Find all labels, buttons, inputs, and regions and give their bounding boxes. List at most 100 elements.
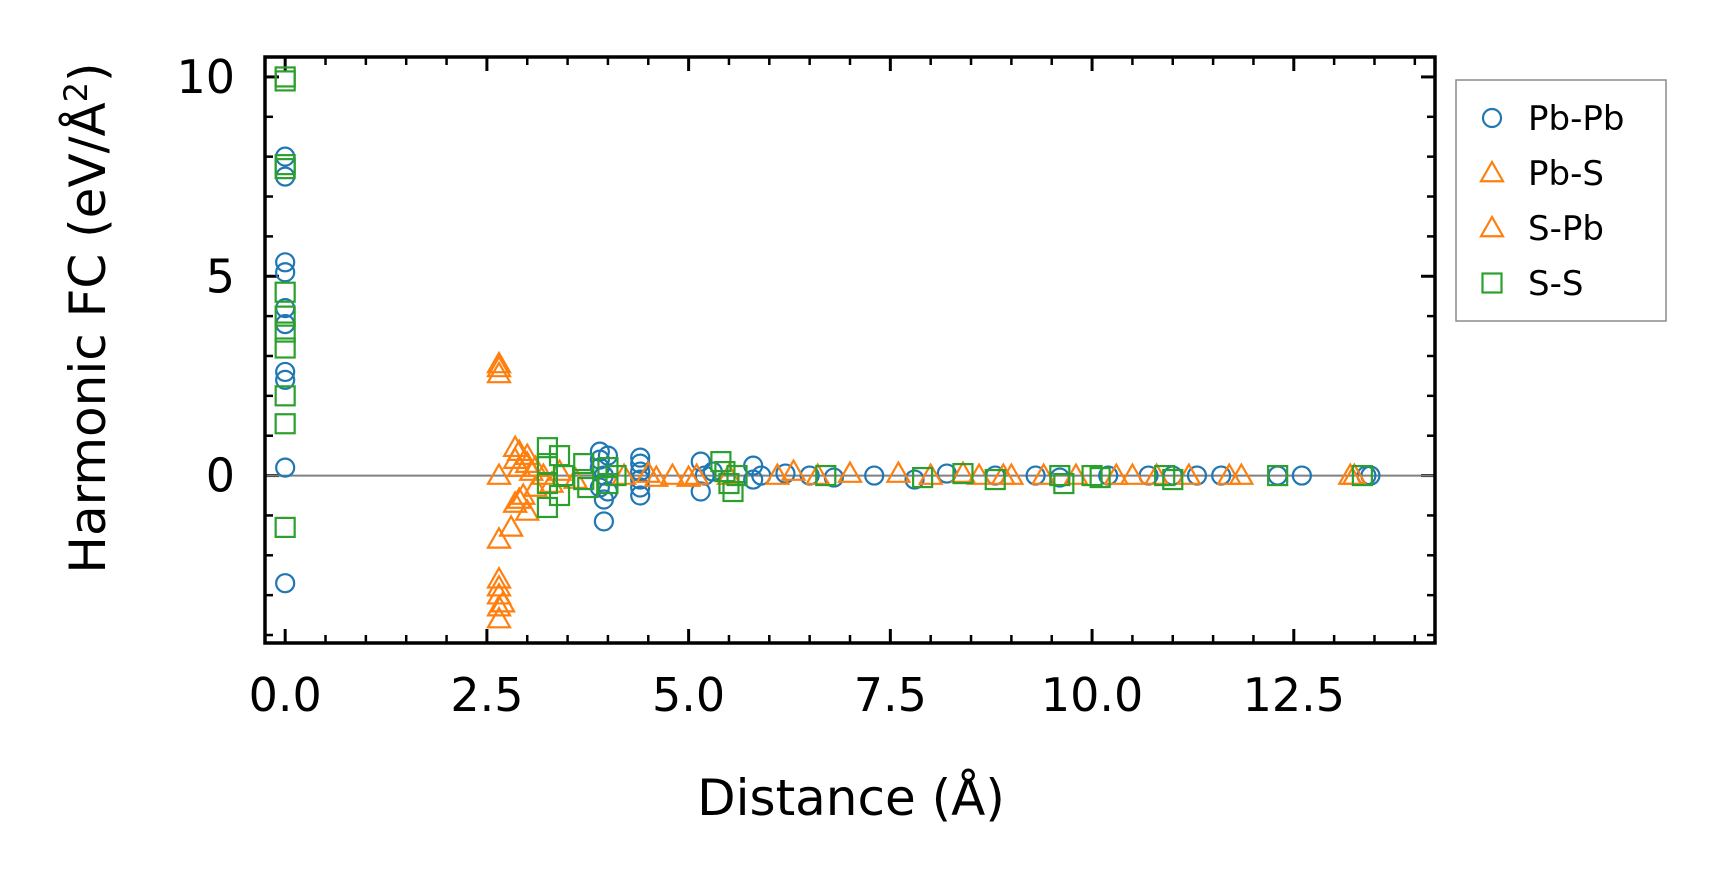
point-s-s (274, 413, 296, 435)
point-s-s (274, 385, 296, 407)
point-s-s (274, 321, 296, 343)
point-s-pb (506, 486, 533, 509)
point-s-s (605, 464, 627, 487)
point-pb-pb (593, 511, 614, 532)
point-s-pb (643, 464, 670, 487)
point-pb-pb (864, 465, 885, 486)
point-pb-s (514, 498, 541, 521)
point-pb-s (510, 482, 537, 505)
point-s-pb (486, 354, 512, 378)
y-tick-label: 10 (176, 50, 235, 104)
x-tick-label: 12.5 (1243, 668, 1345, 722)
point-s-s (573, 468, 595, 491)
point-s-s (1089, 466, 1111, 489)
point-pb-s (1030, 462, 1057, 485)
point-pb-pb (275, 262, 296, 283)
point-pb-s (486, 462, 512, 485)
point-pb-pb (275, 573, 296, 594)
point-s-s (274, 305, 296, 327)
series-s-s (274, 66, 1373, 538)
point-pb-s (780, 458, 807, 481)
point-pb-pb (630, 461, 651, 482)
point-s-s (274, 337, 296, 359)
point-s-pb (1216, 462, 1243, 485)
point-pb-s (486, 605, 512, 629)
point-pb-pb (630, 485, 651, 506)
point-s-pb (522, 454, 549, 477)
point-s-s (573, 453, 595, 475)
point-s-pb (514, 442, 541, 465)
point-s-s (597, 456, 619, 479)
y-axis-label: Harmonic FC (eV/Å2) (57, 62, 117, 573)
point-s-s (1049, 464, 1071, 487)
point-pb-s (950, 460, 976, 483)
point-s-s (274, 70, 296, 92)
point-s-s (577, 476, 599, 499)
legend-marker-s-pb (1479, 214, 1505, 238)
point-pb-s (522, 474, 549, 497)
point-pb-s (506, 454, 533, 477)
point-s-s (1267, 464, 1289, 487)
point-pb-s (518, 458, 545, 481)
point-pb-pb (775, 463, 796, 484)
point-s-s (597, 472, 619, 495)
point-s-s (536, 496, 559, 519)
point-s-s (536, 437, 559, 459)
point-pb-pb (275, 252, 296, 273)
point-s-s (984, 468, 1006, 491)
point-pb-s (502, 434, 529, 458)
y-axis-label-main: Harmonic FC (eV/Å (59, 102, 117, 573)
y-axis-label-close: ) (59, 62, 117, 82)
point-s-pb (966, 462, 992, 485)
y-axis-label-superscript: 2 (57, 82, 95, 102)
x-axis-label: Distance (Å) (697, 769, 1005, 827)
x-tick-label: 0.0 (249, 668, 322, 722)
point-pb-pb (597, 445, 619, 466)
point-s-pb (1119, 462, 1146, 485)
point-s-s (1162, 468, 1184, 491)
point-s-s (274, 281, 296, 303)
point-s-pb (998, 462, 1025, 485)
x-tick-label: 2.5 (450, 668, 523, 722)
point-pb-s (498, 514, 524, 537)
legend-marker-pb-s (1479, 159, 1505, 183)
legend-box (1455, 79, 1667, 322)
point-s-pb (683, 462, 710, 485)
point-s-s (1081, 464, 1103, 487)
point-pb-s (486, 350, 512, 374)
point-pb-s (486, 526, 512, 549)
y-tick-label: 0 (206, 449, 235, 503)
point-pb-pb (1291, 465, 1312, 486)
point-pb-pb (630, 447, 651, 468)
point-pb-s (486, 593, 512, 617)
point-s-s (815, 464, 837, 487)
x-tick-label: 10.0 (1041, 668, 1143, 722)
point-pb-s (917, 462, 944, 485)
point-pb-s (659, 462, 686, 485)
point-s-s (952, 462, 974, 485)
legend-marker-pb-pb (1481, 107, 1503, 129)
point-s-pb (486, 573, 512, 597)
x-tick-label: 7.5 (854, 668, 927, 722)
point-s-s (536, 472, 559, 495)
y-tick-label: 5 (206, 249, 235, 303)
point-pb-s (502, 490, 529, 513)
point-pb-s (611, 462, 637, 485)
plot-frame (263, 55, 1437, 645)
legend-label-pb-pb: Pb-Pb (1528, 99, 1624, 139)
data-points (274, 66, 1381, 629)
axis-tick-labels: 0.0 2.5 5.0 7.5 10.0 12.5 0 5 10 (176, 50, 1345, 722)
point-pb-s (1103, 462, 1130, 485)
point-s-pb (764, 462, 791, 485)
point-pb-s (486, 566, 512, 589)
point-pb-pb (904, 469, 925, 490)
point-pb-pb (275, 361, 296, 383)
point-s-pb (837, 460, 863, 483)
point-s-s (274, 516, 296, 538)
legend-label-s-pb: S-Pb (1528, 209, 1604, 249)
point-pb-s (675, 464, 702, 487)
legend-label-pb-s: Pb-S (1528, 154, 1604, 194)
point-s-s (274, 158, 296, 180)
legend-label-s-s: S-S (1528, 264, 1583, 304)
